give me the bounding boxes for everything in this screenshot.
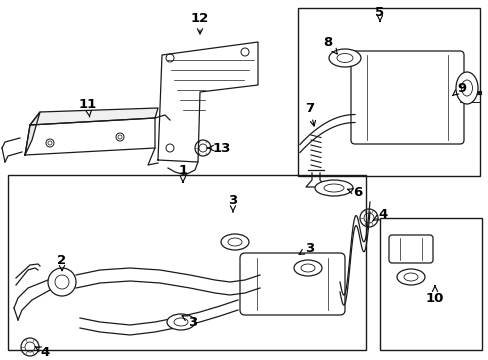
- Ellipse shape: [221, 234, 248, 250]
- FancyBboxPatch shape: [350, 51, 463, 144]
- Polygon shape: [158, 42, 258, 162]
- Text: 3: 3: [182, 315, 197, 328]
- Text: 13: 13: [207, 141, 231, 154]
- Text: 11: 11: [79, 99, 97, 117]
- Polygon shape: [25, 112, 40, 155]
- Polygon shape: [30, 108, 158, 125]
- Bar: [297, 8, 479, 176]
- Ellipse shape: [174, 318, 187, 326]
- Text: 8: 8: [323, 36, 337, 54]
- Ellipse shape: [328, 49, 360, 67]
- Text: 10: 10: [425, 286, 443, 305]
- Ellipse shape: [293, 260, 321, 276]
- Text: 1: 1: [178, 163, 187, 182]
- Ellipse shape: [301, 264, 314, 272]
- Bar: [379, 218, 481, 350]
- Text: 7: 7: [305, 102, 315, 126]
- Ellipse shape: [167, 314, 195, 330]
- Text: 5: 5: [375, 5, 384, 21]
- Ellipse shape: [336, 54, 352, 63]
- Text: 2: 2: [57, 253, 66, 271]
- Text: 6: 6: [347, 186, 362, 199]
- Text: 12: 12: [190, 12, 209, 34]
- FancyBboxPatch shape: [388, 235, 432, 263]
- Text: 9: 9: [451, 81, 466, 96]
- Polygon shape: [25, 118, 155, 155]
- FancyBboxPatch shape: [240, 253, 345, 315]
- Ellipse shape: [324, 184, 343, 192]
- Ellipse shape: [314, 180, 352, 196]
- Text: 4: 4: [35, 346, 49, 359]
- Ellipse shape: [461, 80, 471, 96]
- Bar: [8, 175, 365, 350]
- Ellipse shape: [403, 273, 417, 281]
- Ellipse shape: [227, 238, 242, 246]
- Text: 3: 3: [228, 194, 237, 212]
- Text: 4: 4: [372, 208, 387, 221]
- Ellipse shape: [396, 269, 424, 285]
- Text: 3: 3: [299, 242, 314, 255]
- Ellipse shape: [455, 72, 477, 104]
